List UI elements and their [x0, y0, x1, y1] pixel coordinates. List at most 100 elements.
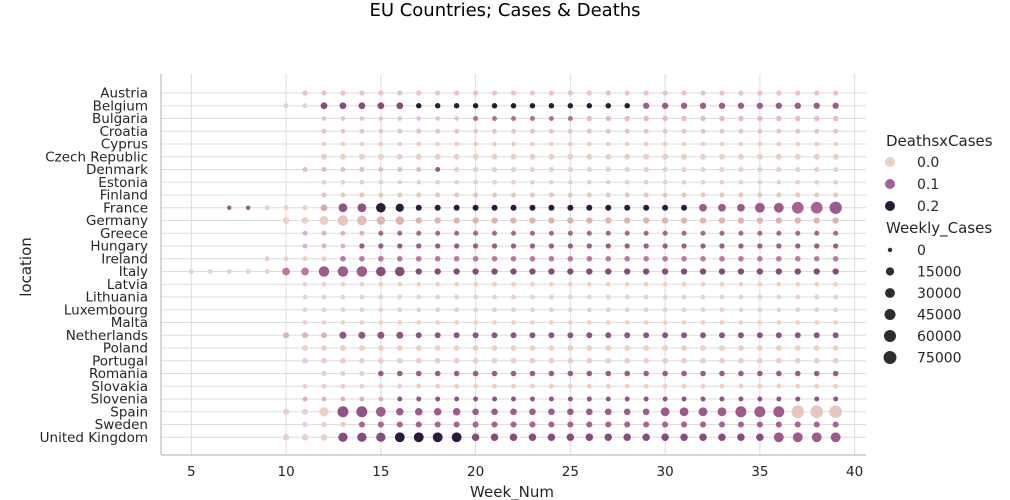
data-point — [492, 307, 497, 313]
data-point — [454, 128, 460, 134]
data-point — [283, 205, 289, 211]
data-point — [378, 90, 384, 96]
data-point — [738, 320, 744, 325]
data-point — [700, 320, 706, 325]
data-point — [321, 179, 327, 185]
data-point — [814, 192, 820, 198]
data-point — [643, 370, 649, 377]
data-point — [454, 281, 460, 287]
data-point — [605, 320, 611, 325]
data-point — [567, 90, 573, 96]
data-point — [814, 141, 820, 147]
data-point — [586, 243, 592, 249]
legend-size-marker — [884, 309, 896, 320]
data-point — [756, 332, 763, 339]
data-point — [453, 255, 460, 262]
data-point — [586, 192, 592, 198]
data-point — [529, 116, 535, 121]
data-point — [775, 332, 782, 339]
data-point — [548, 243, 555, 249]
data-point — [321, 307, 327, 313]
data-point — [338, 432, 348, 442]
data-point — [681, 230, 687, 236]
data-point — [529, 243, 536, 249]
data-point — [643, 383, 649, 389]
data-point — [738, 243, 744, 249]
data-point — [567, 396, 573, 402]
data-point — [681, 166, 687, 173]
data-point — [378, 370, 384, 377]
data-point — [264, 205, 270, 211]
data-point — [454, 396, 460, 402]
data-point — [359, 383, 365, 389]
data-point — [548, 153, 555, 160]
data-point — [340, 255, 346, 262]
data-point — [377, 345, 384, 351]
data-point — [549, 320, 554, 325]
data-point — [757, 141, 763, 147]
data-point — [548, 408, 555, 416]
data-point — [643, 166, 649, 173]
data-point — [719, 383, 725, 389]
data-point — [662, 357, 669, 364]
data-point — [681, 192, 687, 198]
data-point — [813, 102, 820, 109]
data-point — [833, 230, 839, 236]
data-point — [510, 103, 517, 109]
data-point — [510, 230, 517, 236]
data-point — [435, 383, 441, 389]
data-point — [586, 255, 593, 262]
data-point — [738, 192, 744, 198]
data-point — [530, 179, 535, 185]
data-point — [528, 433, 537, 442]
data-point — [662, 243, 668, 249]
data-point — [567, 370, 574, 377]
data-point — [415, 217, 422, 224]
data-point — [320, 102, 328, 110]
data-point — [376, 216, 386, 225]
data-point — [435, 294, 441, 300]
data-point — [434, 153, 441, 160]
data-point — [700, 383, 706, 389]
data-point — [813, 345, 820, 351]
data-point — [435, 128, 441, 134]
data-point — [397, 192, 403, 198]
data-point — [529, 103, 536, 109]
data-point — [434, 217, 441, 224]
data-point — [359, 370, 365, 377]
data-point — [643, 332, 650, 339]
data-point — [492, 396, 498, 402]
data-point — [529, 421, 536, 428]
data-point — [548, 332, 555, 339]
data-point — [340, 90, 346, 96]
data-point — [795, 179, 801, 185]
x-tick-label: 5 — [187, 464, 196, 480]
data-point — [700, 192, 706, 198]
data-point — [301, 217, 309, 224]
y-tick-label: Spain — [110, 404, 148, 420]
data-point — [700, 345, 706, 351]
data-point — [719, 357, 725, 364]
data-point — [681, 320, 687, 325]
data-point — [378, 383, 384, 389]
data-point — [529, 230, 535, 236]
data-point — [416, 243, 422, 249]
data-point — [567, 230, 573, 236]
data-point — [416, 90, 422, 96]
data-point — [776, 115, 782, 122]
data-point — [662, 307, 668, 313]
data-point — [757, 166, 763, 173]
data-point — [529, 255, 536, 262]
data-point — [833, 141, 839, 147]
data-point — [792, 432, 803, 443]
y-tick-label: Denmark — [86, 162, 148, 178]
data-point — [813, 421, 820, 428]
data-point — [396, 331, 404, 339]
data-point — [413, 432, 424, 443]
data-point — [605, 115, 611, 122]
data-point — [359, 141, 365, 147]
legend-hue-label: 0.0 — [917, 155, 939, 171]
data-point — [662, 396, 668, 402]
data-point — [529, 383, 535, 389]
data-point — [681, 179, 687, 185]
